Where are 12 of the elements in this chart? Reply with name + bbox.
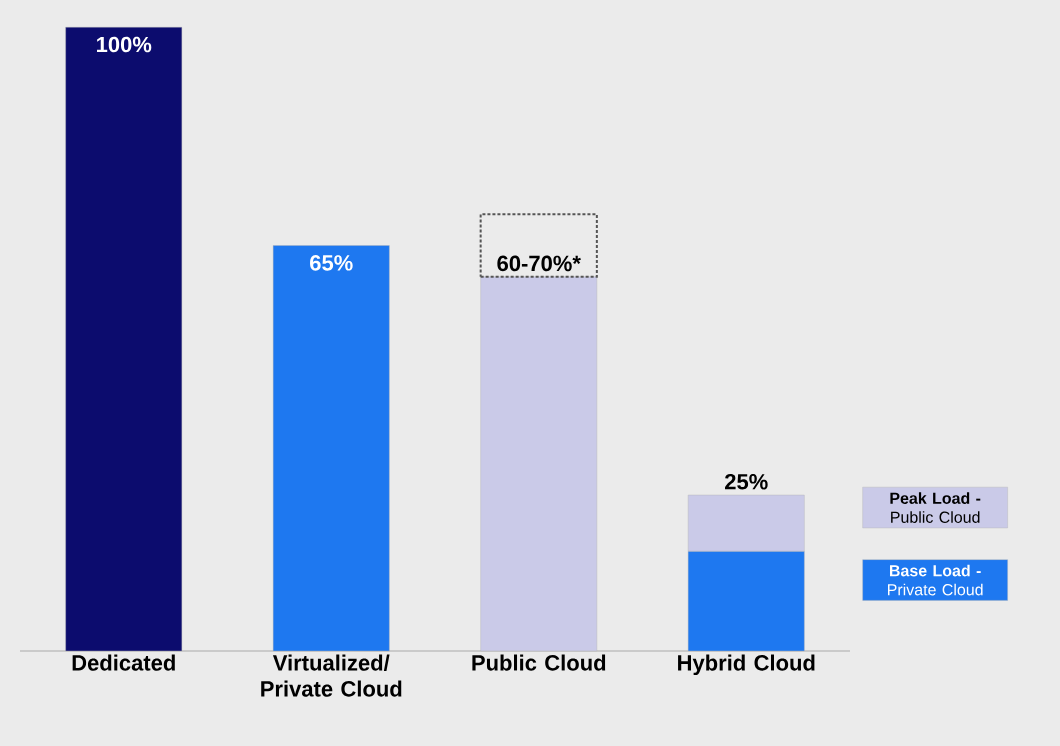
x-tick-label: Virtualized/ Private Cloud [261,654,402,697]
x-tick-label: Hybrid Cloud [678,654,815,676]
data-label: 65% [310,255,353,271]
x-tick-label: Dedicated [72,654,175,671]
x-tick-label: Public Cloud [472,654,606,671]
text: Peak Load - Public Cloud [890,492,981,523]
bar [479,213,598,278]
text: Base Load - Private Cloud [888,564,983,596]
total-label: 25% [725,473,768,490]
data-label: 60-70%* [497,255,581,272]
bar [65,27,183,652]
data-label: 100% [97,36,152,53]
